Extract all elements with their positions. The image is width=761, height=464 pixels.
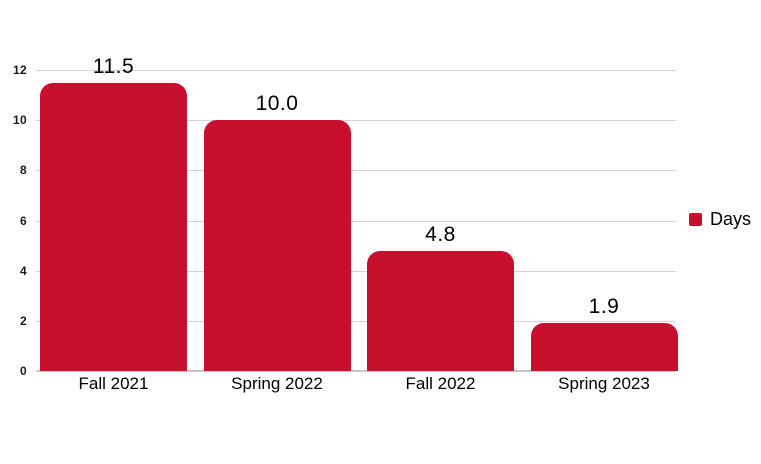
y-tick-label: 4 [20, 263, 27, 278]
legend-swatch-icon [689, 212, 702, 226]
gridline [36, 120, 676, 122]
y-tick-label: 0 [20, 364, 27, 378]
legend-item-days[interactable]: Days [689, 210, 751, 228]
x-category-label: Fall 2021 [78, 374, 149, 393]
gridline [36, 70, 676, 71]
gridline [36, 270, 676, 272]
gridline [36, 220, 676, 222]
y-tick-label: 6 [20, 213, 27, 228]
x-category-label: Spring 2023 [558, 374, 650, 393]
y-tick-label: 2 [20, 313, 27, 328]
bar-value-label: 1.9 [588, 295, 620, 319]
legend-label: Days [710, 209, 752, 229]
bar-fall-2021[interactable] [40, 82, 187, 371]
x-category-label: Spring 2022 [231, 374, 323, 393]
y-tick-label: 10 [13, 113, 27, 128]
x-category-label: Fall 2022 [405, 374, 476, 393]
bar-fall-2022[interactable] [367, 250, 514, 371]
bar-value-label: 4.8 [425, 222, 456, 246]
x-axis-baseline [36, 370, 676, 372]
gridline [36, 320, 676, 322]
bar-value-label: 11.5 [92, 54, 135, 78]
bar-spring-2022[interactable] [203, 120, 351, 371]
y-tick-label: 12 [13, 63, 27, 77]
bar-spring-2023[interactable] [530, 323, 678, 371]
gridline [36, 170, 676, 172]
y-tick-label: 8 [20, 163, 27, 178]
bar-value-label: 10.0 [255, 92, 299, 116]
